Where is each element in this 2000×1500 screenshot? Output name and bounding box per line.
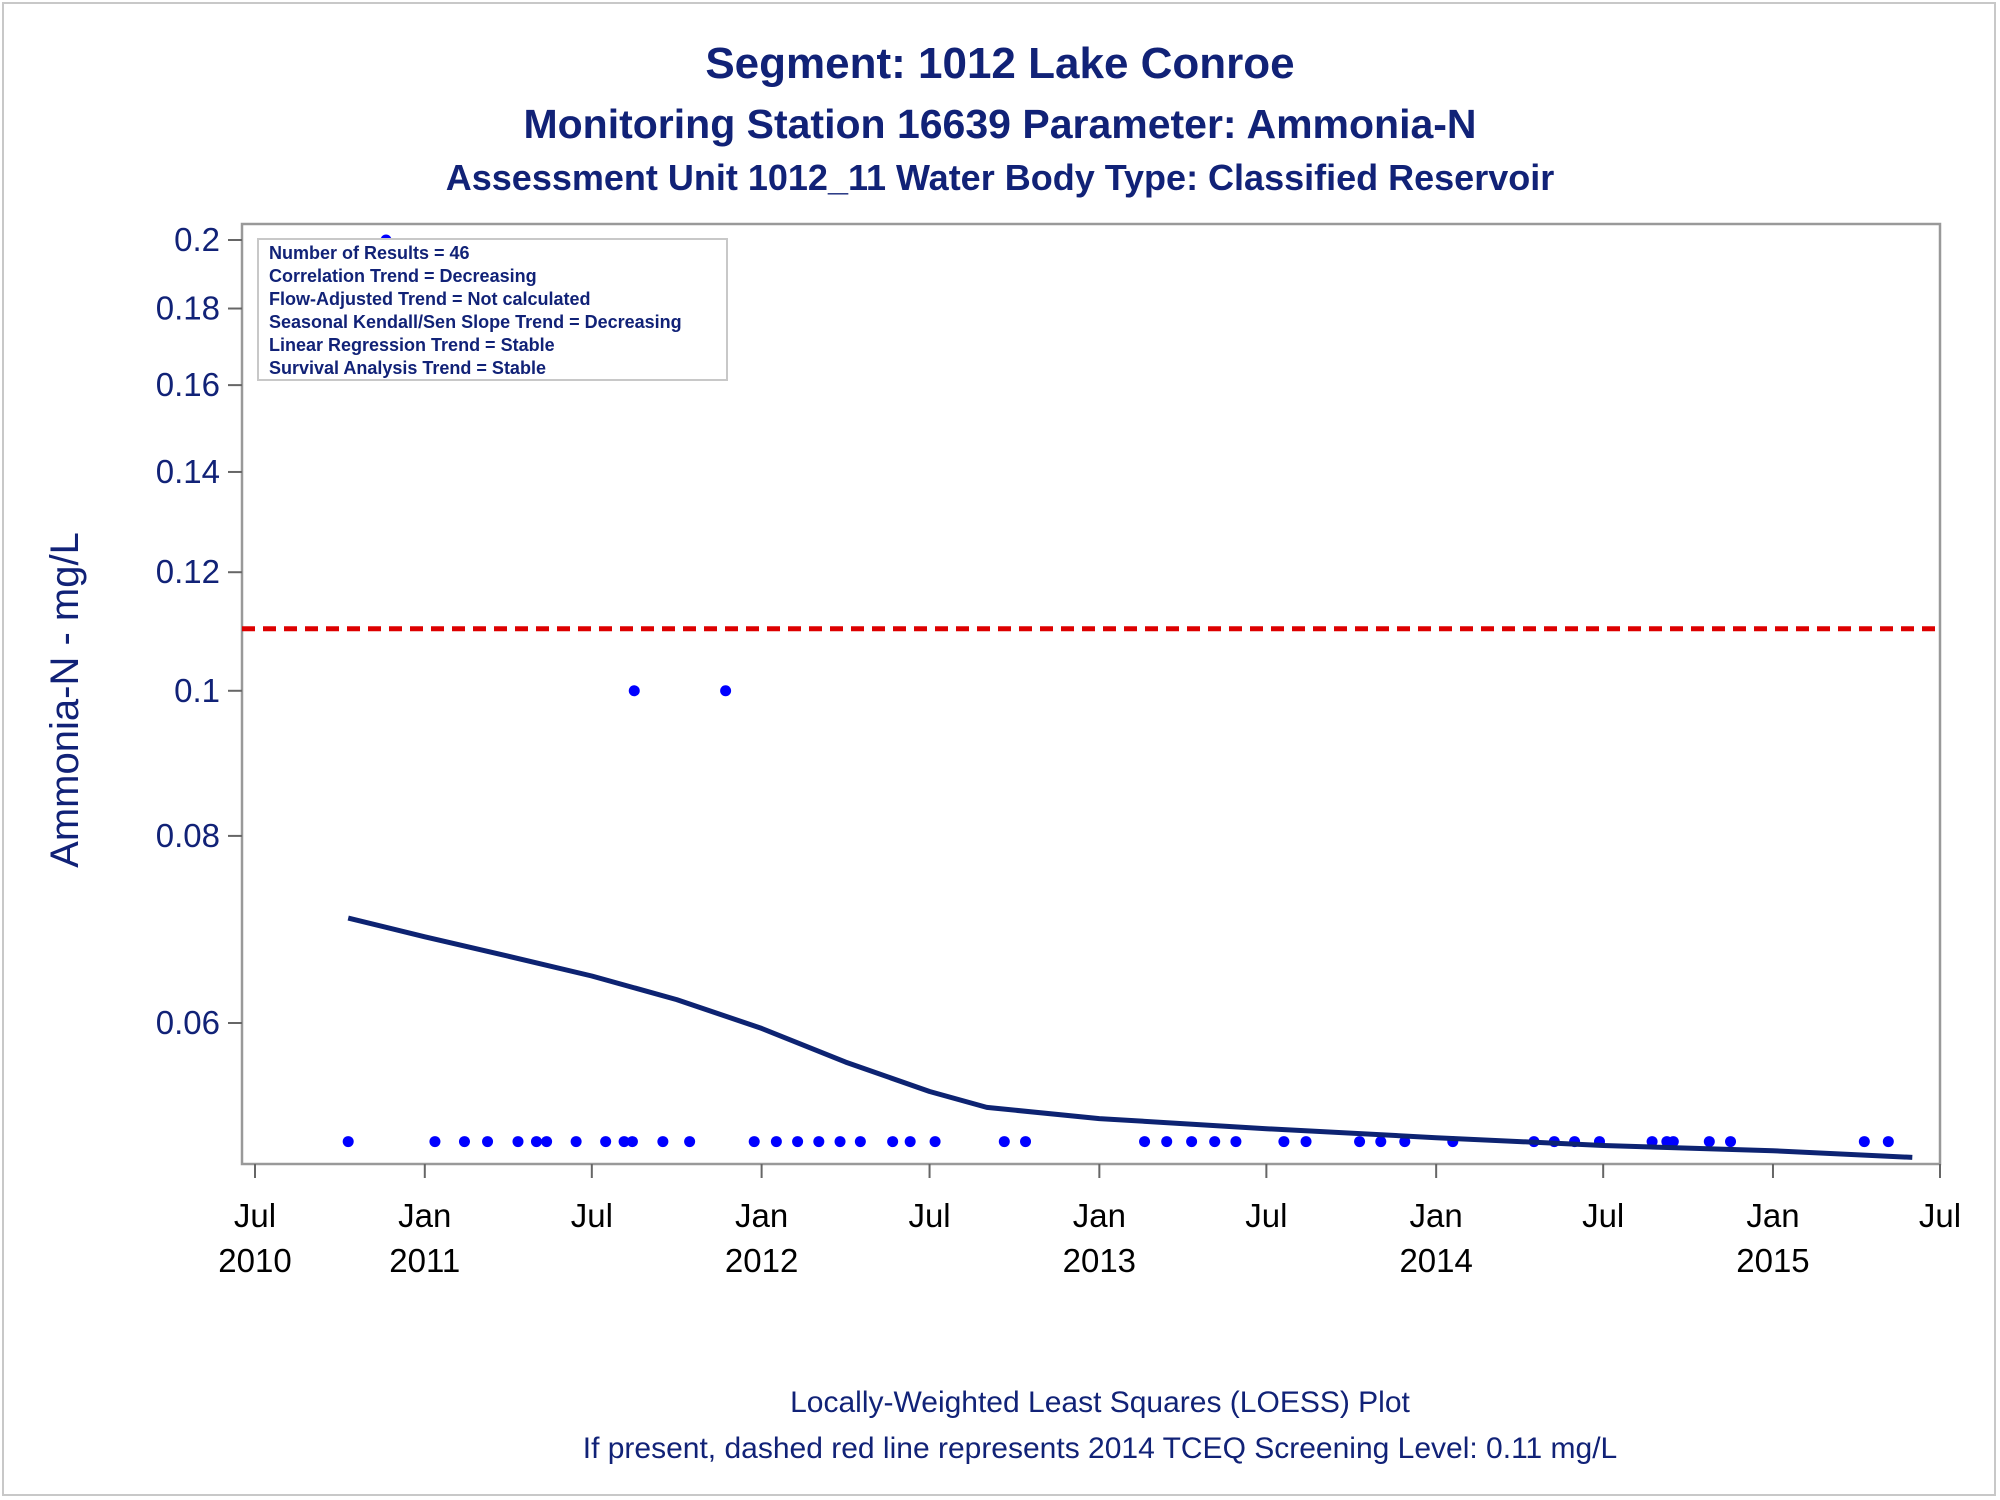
data-point: [1186, 1136, 1198, 1148]
data-point: [1278, 1136, 1290, 1148]
statistics-inset: Number of Results = 46 Correlation Trend…: [257, 238, 728, 381]
data-point: [541, 1136, 553, 1148]
inset-line: Seasonal Kendall/Sen Slope Trend = Decre…: [269, 312, 682, 332]
data-point: [854, 1136, 866, 1148]
y-tick-label: 0.06: [156, 1004, 220, 1041]
data-point: [1300, 1136, 1312, 1148]
data-point: [929, 1136, 941, 1148]
data-point: [1139, 1136, 1151, 1148]
chart-subtitle-2: Assessment Unit 1012_11 Water Body Type:…: [446, 157, 1554, 198]
y-tick-label: 0.16: [156, 366, 220, 403]
data-point: [458, 1136, 470, 1148]
x-tick-year: 2014: [1399, 1242, 1472, 1279]
data-point: [1667, 1136, 1679, 1148]
chart-subtitle: Monitoring Station 16639 Parameter: Ammo…: [523, 101, 1476, 147]
data-point: [1858, 1136, 1870, 1148]
plot-border: [240, 222, 1942, 1166]
data-point: [618, 1136, 630, 1148]
x-tick-month: Jan: [1073, 1197, 1126, 1234]
data-point: [626, 1136, 638, 1148]
x-tick-month: Jan: [1746, 1197, 1799, 1234]
data-point: [1209, 1136, 1221, 1148]
data-point: [813, 1136, 825, 1148]
x-tick-month: Jul: [1582, 1197, 1624, 1234]
inset-line: Number of Results = 46: [269, 243, 470, 263]
inset-line: Linear Regression Trend = Stable: [269, 335, 555, 355]
y-tick-label: 0.1: [174, 672, 220, 709]
inset-line: Flow-Adjusted Trend = Not calculated: [269, 289, 591, 309]
y-tick-label: 0.14: [156, 453, 220, 490]
y-axis-label: Ammonia-N - mg/L: [43, 532, 87, 868]
x-tick-year: 2012: [725, 1242, 798, 1279]
x-tick-month: Jul: [908, 1197, 950, 1234]
data-point: [570, 1136, 582, 1148]
x-tick-month: Jul: [1919, 1197, 1961, 1234]
data-point: [657, 1136, 669, 1148]
data-point: [429, 1136, 441, 1148]
data-point: [1882, 1136, 1894, 1148]
x-tick-year: 2010: [218, 1242, 291, 1279]
x-tick-year: 2013: [1063, 1242, 1136, 1279]
y-tick-label: 0.2: [174, 221, 220, 258]
data-point: [1230, 1136, 1242, 1148]
plot-area: 0.2 0.18 0.16 0.14 0.12 0.1 0.08 0.06 Jul 2010 Jan…: [156, 221, 1961, 1279]
chart-title: Segment: 1012 Lake Conroe: [705, 39, 1294, 88]
footnote-loess: Locally-Weighted Least Squares (LOESS) P…: [790, 1386, 1410, 1419]
y-tick-label: 0.12: [156, 553, 220, 590]
footnote-screening-level: If present, dashed red line represents 2…: [583, 1432, 1618, 1465]
inset-box: [257, 238, 728, 381]
data-point: [887, 1136, 899, 1148]
inset-line: Survival Analysis Trend = Stable: [269, 358, 546, 378]
data-point: [1020, 1136, 1032, 1148]
data-point: [720, 685, 732, 697]
y-tick-label: 0.18: [156, 290, 220, 327]
x-tick-year: 2011: [389, 1242, 460, 1279]
data-point: [600, 1136, 612, 1148]
x-tick-month: Jul: [571, 1197, 613, 1234]
x-tick-month: Jul: [1245, 1197, 1287, 1234]
data-point: [998, 1136, 1010, 1148]
data-point: [628, 685, 640, 697]
x-tick-month: Jan: [735, 1197, 788, 1234]
data-point: [530, 1136, 542, 1148]
data-point: [792, 1136, 804, 1148]
data-point: [1703, 1136, 1715, 1148]
data-point: [482, 1136, 494, 1148]
data-point: [834, 1136, 846, 1148]
y-tick-label: 0.08: [156, 817, 220, 854]
data-point: [1399, 1136, 1411, 1148]
x-tick-month: Jan: [1410, 1197, 1463, 1234]
data-point: [1646, 1136, 1658, 1148]
x-tick-year: 2015: [1736, 1242, 1809, 1279]
data-point: [684, 1136, 696, 1148]
x-tick-month: Jan: [398, 1197, 451, 1234]
data-point: [904, 1136, 916, 1148]
inset-line: Correlation Trend = Decreasing: [269, 266, 537, 286]
data-point: [1161, 1136, 1173, 1148]
data-point: [770, 1136, 782, 1148]
data-point: [342, 1136, 354, 1148]
x-tick-month: Jul: [234, 1197, 276, 1234]
loess-curve: [347, 915, 1913, 1160]
data-point: [512, 1136, 524, 1148]
data-point: [1375, 1136, 1387, 1148]
data-point: [1725, 1136, 1737, 1148]
data-point: [748, 1136, 760, 1148]
data-point: [1354, 1136, 1366, 1148]
